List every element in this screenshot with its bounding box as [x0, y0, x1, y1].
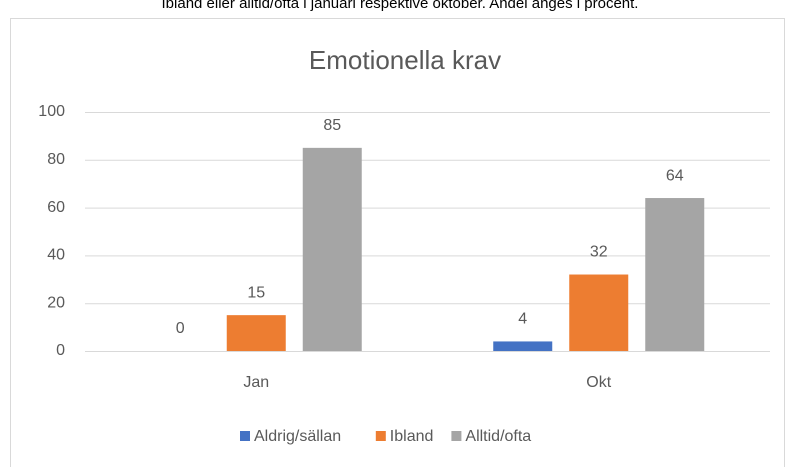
- bar: [226, 315, 286, 351]
- x-tick-label: Okt: [586, 374, 611, 391]
- legend-label: Alltid/ofta: [465, 428, 531, 445]
- bar: [569, 274, 629, 351]
- chart-title: Emotionella krav: [309, 45, 501, 75]
- y-tick-label: 60: [47, 199, 65, 216]
- data-label: 64: [666, 167, 684, 184]
- y-tick-label: 40: [47, 247, 65, 264]
- y-tick-label: 100: [38, 103, 65, 120]
- data-label: 0: [176, 320, 185, 337]
- y-tick-label: 20: [47, 294, 65, 311]
- data-label: 15: [247, 284, 265, 301]
- bar: [645, 198, 705, 351]
- legend-label: Ibland: [390, 428, 434, 445]
- legend-swatch: [451, 431, 462, 441]
- legend-swatch: [240, 431, 250, 441]
- legend-label: Aldrig/sällan: [254, 428, 341, 445]
- caption: Ibland eller alltid/ofta i januari respe…: [162, 0, 639, 12]
- data-label: 85: [323, 117, 341, 134]
- data-label: 4: [518, 311, 527, 328]
- data-label: 32: [590, 244, 608, 261]
- bar: [493, 341, 553, 351]
- x-tick-label: Jan: [243, 374, 269, 391]
- y-tick-label: 80: [47, 151, 65, 168]
- bar: [302, 147, 362, 351]
- y-tick-label: 0: [56, 342, 65, 359]
- legend-swatch: [375, 431, 386, 441]
- chart-border: [10, 18, 785, 467]
